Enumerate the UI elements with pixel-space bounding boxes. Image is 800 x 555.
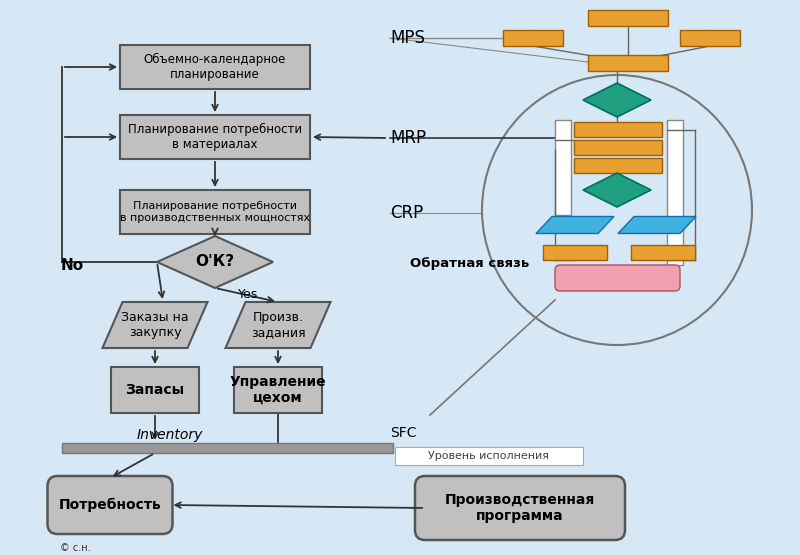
FancyBboxPatch shape	[415, 476, 625, 540]
FancyBboxPatch shape	[120, 45, 310, 89]
Text: © с.н.: © с.н.	[60, 543, 90, 553]
Text: MPS: MPS	[390, 29, 425, 47]
Text: Объемно-календарное
планирование: Объемно-календарное планирование	[144, 53, 286, 81]
Text: Управление
цехом: Управление цехом	[230, 375, 326, 405]
FancyBboxPatch shape	[631, 245, 695, 260]
FancyBboxPatch shape	[588, 55, 668, 71]
Text: Потребность: Потребность	[58, 498, 162, 512]
Text: Yes: Yes	[238, 289, 258, 301]
FancyBboxPatch shape	[120, 115, 310, 159]
Polygon shape	[157, 236, 273, 288]
FancyBboxPatch shape	[588, 10, 668, 26]
FancyBboxPatch shape	[555, 120, 571, 215]
Text: Планирование потребности
в материалах: Планирование потребности в материалах	[128, 123, 302, 151]
FancyBboxPatch shape	[503, 30, 563, 46]
Text: Уровень исполнения: Уровень исполнения	[427, 451, 549, 461]
Text: SFC: SFC	[390, 426, 417, 440]
Polygon shape	[102, 302, 207, 348]
FancyBboxPatch shape	[543, 245, 607, 260]
FancyBboxPatch shape	[680, 30, 740, 46]
FancyBboxPatch shape	[395, 447, 583, 465]
Text: О'К?: О'К?	[195, 255, 234, 270]
FancyBboxPatch shape	[574, 122, 662, 137]
Text: No: No	[61, 258, 83, 273]
FancyBboxPatch shape	[10, 15, 410, 535]
Text: Заказы на
закупку: Заказы на закупку	[121, 311, 189, 339]
FancyBboxPatch shape	[111, 367, 199, 413]
Polygon shape	[536, 216, 614, 234]
Text: Производственная
программа: Производственная программа	[445, 493, 595, 523]
FancyBboxPatch shape	[667, 120, 683, 265]
FancyBboxPatch shape	[47, 476, 173, 534]
FancyBboxPatch shape	[555, 265, 680, 291]
Text: Обратная связь: Обратная связь	[410, 256, 530, 270]
Text: Inventory: Inventory	[137, 428, 203, 442]
Text: CRP: CRP	[390, 204, 423, 222]
Text: Запасы: Запасы	[126, 383, 185, 397]
Polygon shape	[618, 216, 696, 234]
FancyBboxPatch shape	[120, 190, 310, 234]
FancyBboxPatch shape	[574, 140, 662, 155]
FancyBboxPatch shape	[234, 367, 322, 413]
Polygon shape	[226, 302, 330, 348]
Text: Произв.
задания: Произв. задания	[250, 311, 306, 339]
Text: Планирование потребности
в производственных мощностях: Планирование потребности в производствен…	[120, 201, 310, 223]
FancyBboxPatch shape	[574, 158, 662, 173]
Polygon shape	[583, 173, 651, 207]
FancyBboxPatch shape	[62, 443, 393, 453]
Text: MRP: MRP	[390, 129, 426, 147]
Polygon shape	[583, 83, 651, 117]
